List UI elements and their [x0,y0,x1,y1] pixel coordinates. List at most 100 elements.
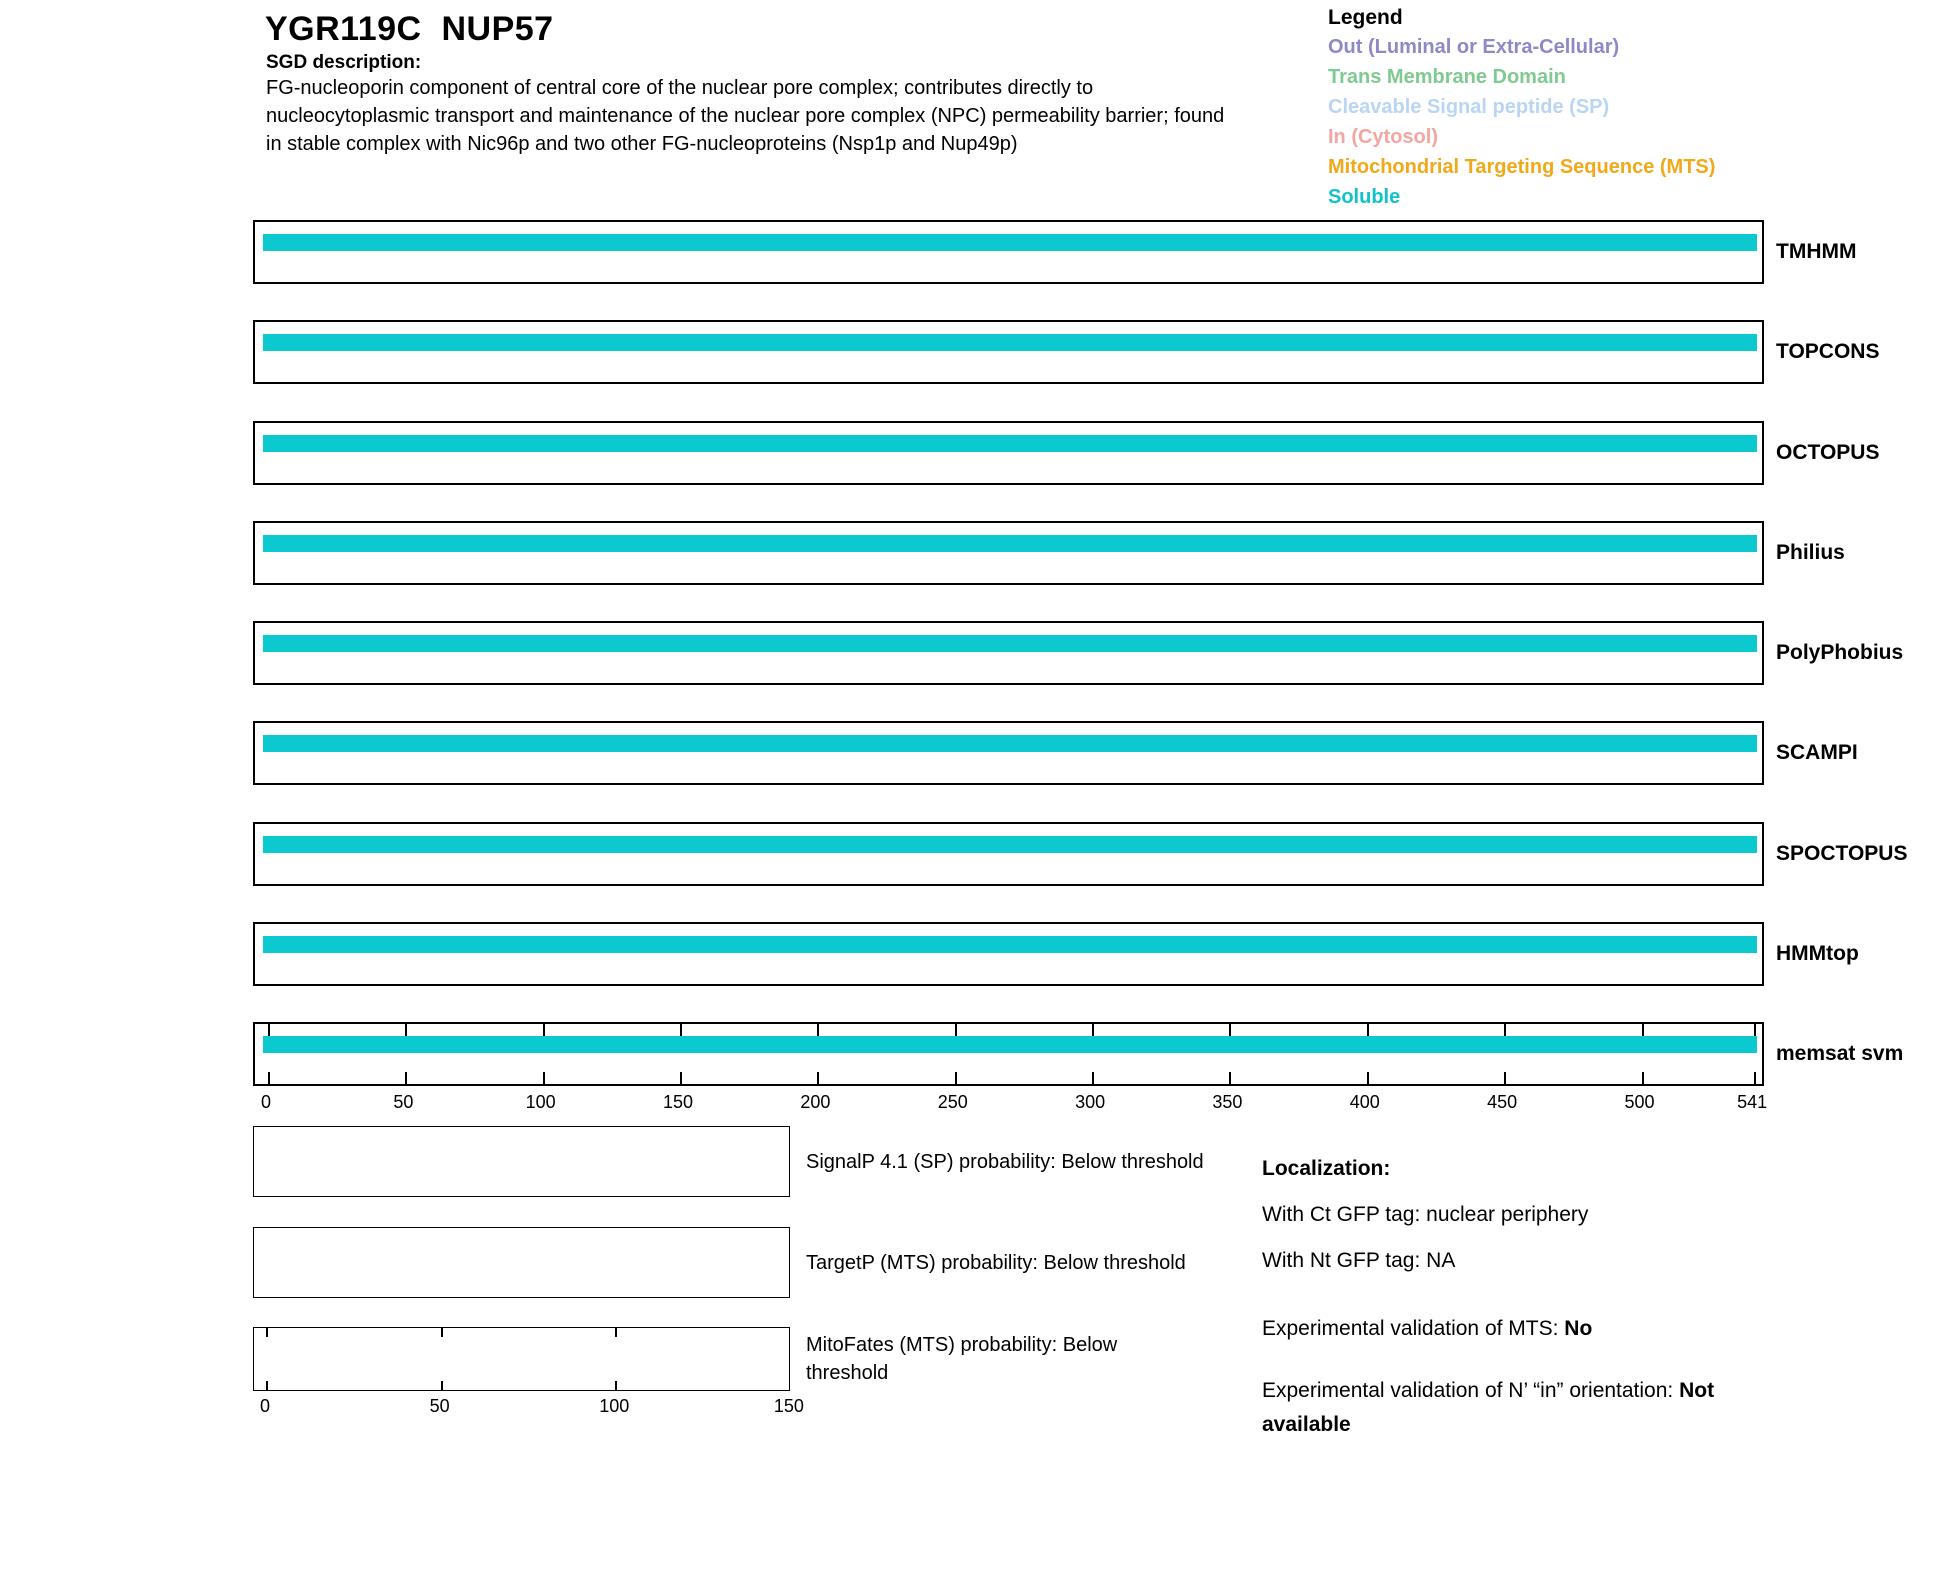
soluble-bar [263,735,1757,752]
axis-tick [1754,1072,1757,1084]
soluble-bar [263,334,1757,351]
localization-ct-line: With Ct GFP tag: nuclear periphery [1262,1203,1589,1226]
axis-tick [1754,1024,1757,1036]
axis-tick [266,1328,268,1337]
track-box [253,220,1764,284]
soluble-bar [263,936,1757,953]
axis-tick [817,1072,820,1084]
axis-tick [1366,1024,1369,1036]
axis-tick [615,1381,618,1390]
track-label: TOPCONS [1776,340,1880,363]
track-label: OCTOPUS [1776,441,1880,464]
mito-axis-tick-label: 100 [599,1396,630,1416]
soluble-bar [263,1036,1757,1053]
axis-tick-label: 200 [800,1092,831,1112]
localization-heading: Localization: [1262,1157,1391,1180]
axis-tick [680,1072,683,1084]
axis-tick-label: 350 [1212,1092,1243,1112]
axis-tick-label: 450 [1487,1092,1518,1112]
prob-plot-box [253,1227,790,1298]
track-box [253,721,1764,785]
legend-entries: Out (Luminal or Extra-Cellular) Trans Mem… [1328,32,1715,212]
axis-tick-label: 500 [1624,1092,1655,1112]
track-box [253,822,1764,886]
mito-axis-tick-label: 50 [429,1396,450,1416]
axis-tick [440,1328,443,1337]
axis-tick [1229,1072,1232,1084]
axis-tick-label: 400 [1349,1092,1380,1112]
legend-entry: Out (Luminal or Extra-Cellular) [1328,36,1620,58]
soluble-bar [263,435,1757,452]
mts-validation-label: Experimental validation of MTS: [1262,1317,1565,1340]
track-label: SCAMPI [1776,741,1858,764]
prob-plot-box [253,1126,790,1197]
orientation-validation-label: Experimental validation of N’ “in” orien… [1262,1379,1680,1402]
sgd-description-heading: SGD description: [266,52,422,73]
legend-entry: In (Cytosol) [1328,126,1438,148]
axis-tick [266,1381,268,1390]
track-box [253,320,1764,384]
axis-tick [680,1024,683,1036]
axis-tick [542,1072,545,1084]
track-label: PolyPhobius [1776,641,1904,664]
track-box [253,1022,1764,1086]
axis-tick [615,1328,618,1337]
axis-tick-label: 541 [1737,1092,1768,1112]
localization-nt-line: With Nt GFP tag: NA [1262,1249,1456,1272]
axis-tick [440,1381,443,1390]
axis-tick [1641,1024,1644,1036]
axis-tick-label: 150 [663,1092,694,1112]
axis-tick [817,1024,820,1036]
axis-tick [954,1024,957,1036]
legend-entry: Mitochondrial Targeting Sequence (MTS) [1328,156,1716,178]
axis-tick [1504,1072,1507,1084]
axis-tick [542,1024,545,1036]
axis-tick [1504,1024,1507,1036]
axis-tick-label: 100 [525,1092,556,1112]
axis-tick [268,1024,270,1036]
axis-tick [1092,1072,1095,1084]
axis-tick [1641,1072,1644,1084]
track-label: SPOCTOPUS [1776,842,1908,865]
prob-plot-label: SignalP 4.1 (SP) probability: Below thre… [806,1150,1204,1173]
axis-tick [405,1024,408,1036]
mito-axis-tick-label: 150 [773,1396,804,1416]
track-box [253,421,1764,485]
axis-tick [1366,1072,1369,1084]
axis-tick-label: 0 [260,1092,272,1112]
orientation-validation-line: Experimental validation of N’ “in” orien… [1262,1374,1767,1442]
axis-tick [954,1072,957,1084]
mts-validation-value: No [1564,1317,1593,1340]
prob-plot-label: TargetP (MTS) probability: Below thresho… [806,1251,1186,1274]
mito-axis-tick-label: 0 [259,1396,271,1416]
legend-entry: Cleavable Signal peptide (SP) [1328,96,1610,118]
prob-plot-box [253,1327,790,1391]
axis-tick-label: 300 [1075,1092,1106,1112]
page-title: YGR119C NUP57 [265,10,554,48]
track-label: HMMtop [1776,942,1859,965]
soluble-bar [263,535,1757,552]
soluble-bar [263,234,1757,251]
soluble-bar [263,635,1757,652]
axis-tick [268,1072,270,1084]
legend: Legend Out (Luminal or Extra-Cellular) Tr… [1328,4,1715,212]
track-box [253,521,1764,585]
soluble-bar [263,836,1757,853]
axis-tick [1092,1024,1095,1036]
axis-tick [405,1072,408,1084]
legend-entry: Trans Membrane Domain [1328,66,1566,88]
legend-title: Legend [1328,6,1403,29]
legend-entry: Soluble [1328,186,1401,208]
track-box [253,922,1764,986]
track-label: memsat svm [1776,1042,1904,1065]
prob-plot-label: MitoFates (MTS) probability: Below thres… [806,1334,1118,1384]
axis-tick [1229,1024,1232,1036]
track-box [253,621,1764,685]
track-label: TMHMM [1776,240,1857,263]
track-label: Philius [1776,541,1845,564]
sgd-description-text: FG-nucleoporin component of central core… [266,77,1225,155]
orientation-validation-value: Not available [1262,1379,1715,1436]
mts-validation-line: Experimental validation of MTS: No [1262,1312,1592,1346]
axis-tick-label: 50 [393,1092,414,1112]
